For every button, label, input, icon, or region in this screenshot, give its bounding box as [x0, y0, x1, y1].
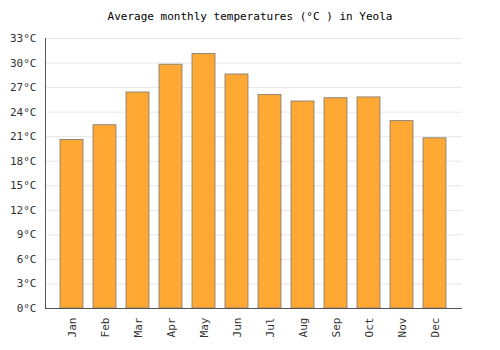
svg-text:Apr: Apr	[165, 317, 178, 337]
svg-text:Mar: Mar	[132, 317, 145, 337]
html-text:Average monthly temperatures (: Average monthly temperatures (°C ) in Ye…	[107, 10, 393, 23]
svg-text:27°C: 27°C	[10, 81, 37, 94]
svg-text:Dec: Dec	[429, 318, 442, 338]
svg-text:Aug: Aug	[297, 318, 310, 338]
svg-text:Jan: Jan	[66, 318, 79, 338]
svg-text:24°C: 24°C	[10, 106, 37, 119]
svg-text:Nov: Nov	[396, 317, 409, 337]
svg-text:Feb: Feb	[99, 318, 112, 338]
svg-text:21°C: 21°C	[10, 130, 37, 143]
svg-text:0°C: 0°C	[17, 302, 37, 315]
svg-text:3°C: 3°C	[17, 277, 37, 290]
svg-text:Jun: Jun	[231, 318, 244, 338]
svg-text:18°C: 18°C	[10, 155, 37, 168]
svg-text:Sep: Sep	[330, 318, 343, 338]
svg-text:30°C: 30°C	[10, 57, 37, 70]
svg-text:May: May	[198, 317, 211, 337]
svg-text:12°C: 12°C	[10, 204, 37, 217]
svg-text:15°C: 15°C	[10, 179, 37, 192]
svg-text:9°C: 9°C	[17, 228, 37, 241]
svg-text:6°C: 6°C	[17, 253, 37, 266]
svg-text:Oct: Oct	[363, 318, 376, 338]
svg-text:33°C: 33°C	[10, 32, 37, 45]
svg-text:Jul: Jul	[264, 318, 277, 338]
